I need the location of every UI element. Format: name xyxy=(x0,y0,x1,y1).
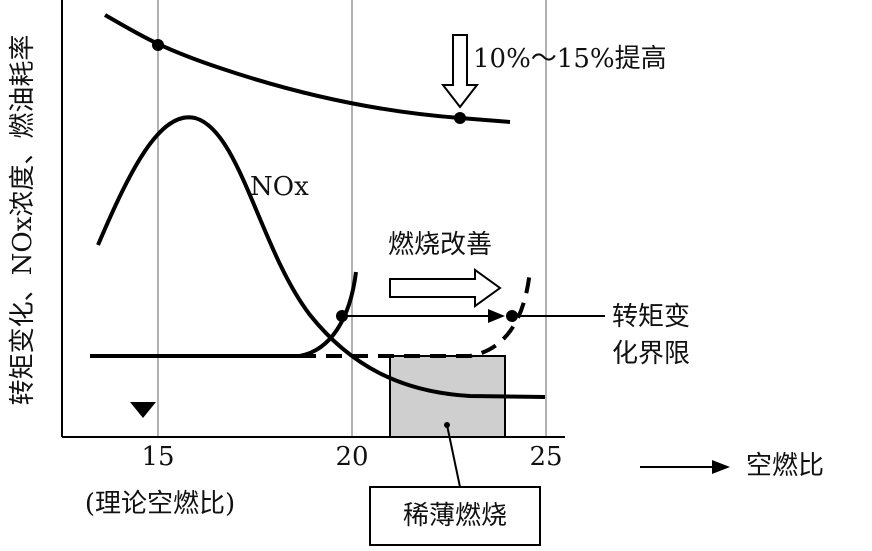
fuel-curve xyxy=(104,13,511,124)
x-axis-label: 空燃比 xyxy=(746,451,824,481)
lean-label: 稀薄燃烧 xyxy=(403,501,507,531)
triangle-marker xyxy=(130,402,156,418)
down-arrow xyxy=(440,34,480,109)
label-box xyxy=(369,486,541,546)
nox-curve xyxy=(96,115,546,399)
leader-line xyxy=(446,424,461,488)
x-tick-label: 20 xyxy=(335,442,368,472)
fuel-label: 10%～15%提高 xyxy=(473,44,667,74)
point xyxy=(152,39,164,51)
arrowhead xyxy=(712,460,730,474)
torque-limit-label: 转矩变 xyxy=(612,302,690,332)
arrowhead xyxy=(488,309,505,323)
improve-label: 燃烧改善 xyxy=(388,230,492,260)
right-arrow xyxy=(389,268,502,308)
nox-label: NOx xyxy=(250,172,309,202)
torque-limit-label: 化界限 xyxy=(612,339,690,369)
y-axis-label: 转矩变化、NOx浓度、燃油耗率 xyxy=(8,35,38,406)
point xyxy=(454,112,466,124)
x-tick-label: 25 xyxy=(529,442,562,472)
x-note: (理论空燃比) xyxy=(85,489,235,519)
x-tick-label: 15 xyxy=(141,442,174,472)
torque-curve xyxy=(90,271,358,358)
torque-curve-lean xyxy=(300,269,532,358)
